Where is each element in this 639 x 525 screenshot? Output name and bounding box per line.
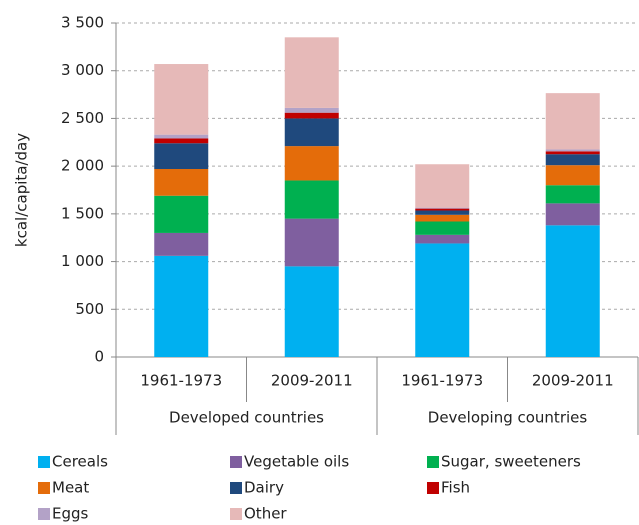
legend-label: Meat <box>52 479 89 497</box>
x-tick-label: 1961-1973 <box>140 372 222 390</box>
y-tick-label: 3 000 <box>61 61 104 79</box>
group-label: Developed countries <box>169 409 324 427</box>
bar-segment <box>284 218 339 267</box>
legend-swatch <box>427 482 439 494</box>
bar-segment <box>545 154 600 166</box>
bar-segment <box>284 37 339 108</box>
bar-segment <box>415 221 470 235</box>
legend-label: Other <box>244 505 287 523</box>
y-tick-label: 2 500 <box>61 109 104 127</box>
legend-swatch <box>427 456 439 468</box>
bar-segment <box>284 107 339 113</box>
bar-segment <box>154 143 209 170</box>
legend-label: Dairy <box>244 479 284 497</box>
y-tick-label: 2 000 <box>61 157 104 175</box>
y-tick-label: 500 <box>75 300 104 318</box>
bar-segment <box>154 138 209 144</box>
bar-segment <box>284 266 339 357</box>
legend-label: Fish <box>441 479 470 497</box>
legend-swatch <box>38 482 50 494</box>
bar-segment <box>415 214 470 222</box>
legend-label: Cereals <box>52 453 108 471</box>
legend-label: Vegetable oils <box>244 453 349 471</box>
bar-segment <box>284 112 339 119</box>
bar-segment <box>154 195 209 233</box>
bar-segment <box>284 118 339 147</box>
bar-segment <box>154 64 209 135</box>
legend-label: Sugar, sweeteners <box>441 453 581 471</box>
bar-segment <box>154 169 209 196</box>
bar-segment <box>545 93 600 150</box>
legend-swatch <box>230 456 242 468</box>
bar-segment <box>154 134 209 139</box>
x-tick-label: 2009-2011 <box>532 372 614 390</box>
x-tick-label: 1961-1973 <box>401 372 483 390</box>
legend-swatch <box>230 508 242 520</box>
bar-segment <box>415 210 470 215</box>
bar-segment <box>154 232 209 256</box>
bar-segment <box>545 185 600 204</box>
y-tick-label: 1 500 <box>61 204 104 222</box>
bar-segment <box>415 234 470 244</box>
bar-segment <box>545 165 600 186</box>
bar-segment <box>154 255 209 357</box>
x-tick-label: 2009-2011 <box>271 372 353 390</box>
bar-segment <box>545 149 600 152</box>
legend-swatch <box>38 508 50 520</box>
legend-swatch <box>230 482 242 494</box>
y-tick-label: 3 500 <box>61 14 104 32</box>
group-label: Developing countries <box>428 409 588 427</box>
y-tick-label: 0 <box>94 348 104 366</box>
bar-segment <box>415 164 470 208</box>
bar-segment <box>284 180 339 219</box>
legend-swatch <box>38 456 50 468</box>
y-tick-label: 1 000 <box>61 252 104 270</box>
bar-segment <box>415 208 470 211</box>
bar-segment <box>415 243 470 357</box>
bar-segment <box>545 203 600 226</box>
bar-segment <box>415 207 470 209</box>
bar-segment <box>284 146 339 181</box>
bar-segment <box>545 151 600 155</box>
bar-segment <box>545 225 600 357</box>
legend-label: Eggs <box>52 505 89 523</box>
y-axis-label: kcal/capita/day <box>13 133 31 247</box>
